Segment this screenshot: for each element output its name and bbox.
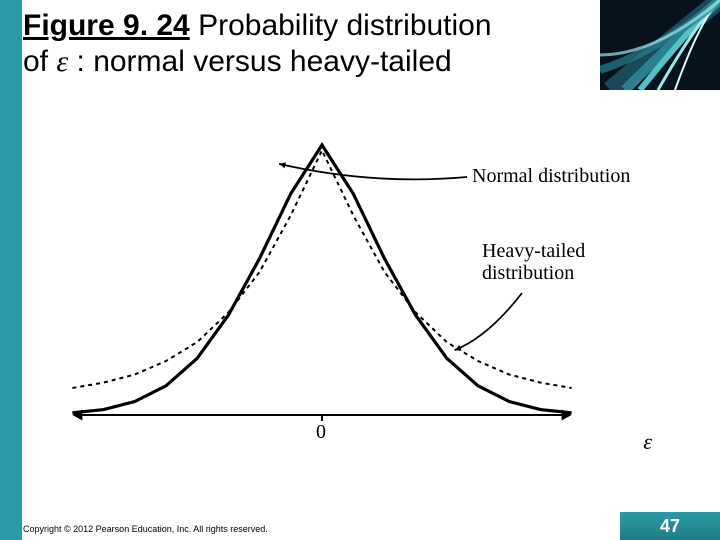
- page-number-value: 47: [660, 516, 680, 537]
- x-axis-epsilon: ε: [643, 429, 652, 455]
- epsilon-symbol: ε: [56, 45, 68, 78]
- title-line2-prefix: of: [23, 45, 56, 78]
- title-rest1: Probability distribution: [190, 9, 492, 42]
- zero-tick-label: 0: [316, 421, 326, 444]
- heavy-tailed-label: Heavy-tailed distribution: [482, 240, 622, 284]
- heavy-tailed-label-text: Heavy-tailed distribution: [482, 240, 585, 284]
- title-line2-suffix: : normal versus heavy-tailed: [68, 45, 452, 78]
- figure-number: Figure 9. 24: [23, 9, 190, 42]
- normal-label: Normal distribution: [472, 165, 630, 187]
- page-number: 47: [620, 512, 720, 540]
- copyright-text: Copyright © 2012 Pearson Education, Inc.…: [23, 524, 268, 534]
- corner-decoration: [600, 0, 720, 90]
- slide-title: Figure 9. 24 Probability distribution of…: [23, 8, 600, 80]
- slide: Figure 9. 24 Probability distribution of…: [0, 0, 720, 540]
- distribution-chart: Normal distribution Heavy-tailed distrib…: [72, 115, 632, 445]
